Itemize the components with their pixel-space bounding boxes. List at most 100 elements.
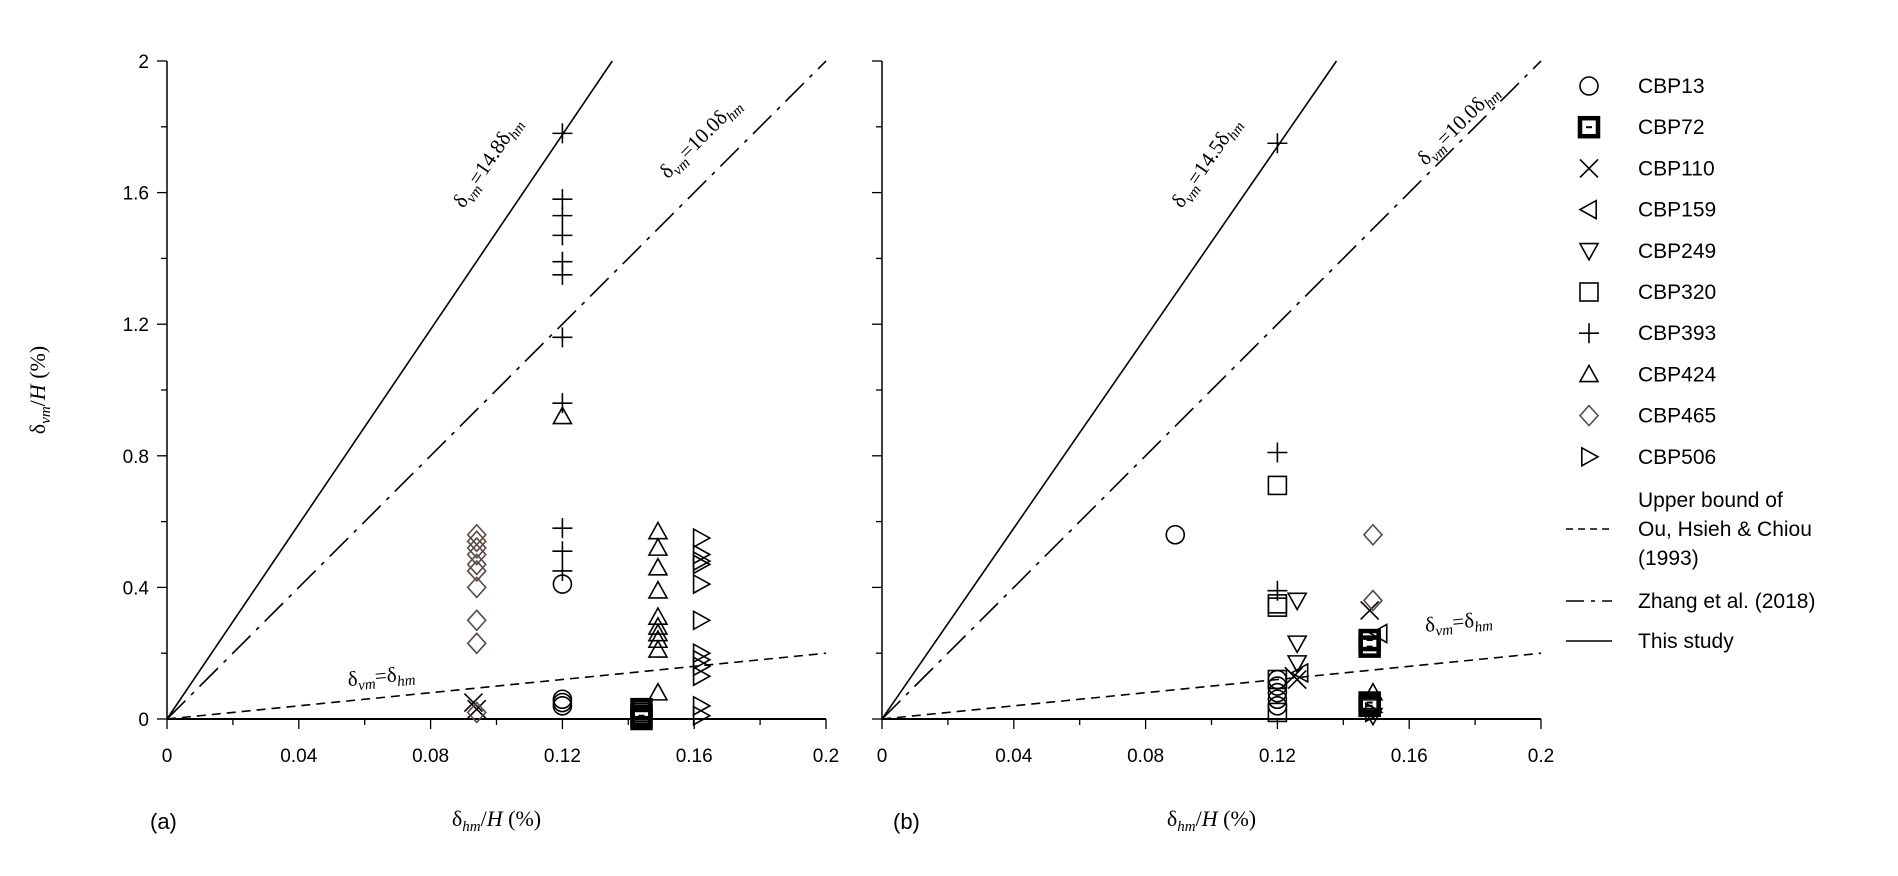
y-tick-label: 0.4 bbox=[123, 578, 150, 599]
x-tick-label: 0.04 bbox=[995, 746, 1032, 767]
x-tick-label: 0.08 bbox=[412, 746, 449, 767]
marker-cbp393 bbox=[552, 560, 573, 581]
marker-cbp13 bbox=[1165, 524, 1186, 545]
reference-line-label-upper-bound: δvm​=δhm​ bbox=[1424, 606, 1494, 641]
marker-cbp320 bbox=[1267, 702, 1288, 723]
legend-item-zhang: Zhang et al. (2018) bbox=[1566, 590, 1815, 613]
marker-cbp465 bbox=[466, 530, 487, 553]
marker-cbp506 bbox=[692, 665, 712, 687]
marker-cbp506 bbox=[692, 527, 712, 549]
y-tick-label: 1.2 bbox=[123, 315, 149, 336]
legend: CBP13 CBP72 CBP110 CBP159 CBP249 CBP320 CBP393… bbox=[1566, 75, 1815, 653]
marker-cbp506 bbox=[692, 695, 712, 717]
series-cbp465 bbox=[466, 523, 487, 724]
marker-cbp424 bbox=[647, 606, 669, 626]
reference-line-zhang bbox=[166, 60, 827, 720]
marker-cbp506 bbox=[692, 550, 712, 572]
marker-cbp13 bbox=[1267, 682, 1288, 703]
marker-cbp249 bbox=[1362, 707, 1384, 727]
series-cbp424 bbox=[552, 405, 669, 701]
marker-cbp320 bbox=[1267, 475, 1288, 496]
y-axis-title: δvm​/H (%) bbox=[25, 346, 54, 434]
legend-label: CBP506 bbox=[1638, 446, 1716, 469]
x-tick-label: 0.08 bbox=[1127, 746, 1164, 767]
marker-cbp424 bbox=[647, 639, 669, 658]
legend-label: CBP72 bbox=[1638, 116, 1705, 139]
series-cbp424 bbox=[1362, 682, 1384, 701]
marker-cbp393 bbox=[552, 518, 573, 539]
x-tick-label: 0.04 bbox=[280, 746, 317, 767]
marker-cbp506 bbox=[692, 705, 712, 727]
marker-cbp393 bbox=[1267, 580, 1288, 601]
legend-item-cbp506: CBP506 bbox=[1581, 446, 1716, 469]
marker-cbp393 bbox=[1579, 323, 1599, 344]
x-tick-label: 0.12 bbox=[1259, 746, 1296, 767]
panel-label: (a) bbox=[150, 809, 177, 834]
marker-cbp320 bbox=[631, 709, 652, 729]
legend-item-cbp249: CBP249 bbox=[1578, 240, 1716, 263]
marker-cbp465 bbox=[1362, 523, 1384, 546]
legend-item-cbp320: CBP320 bbox=[1579, 281, 1716, 304]
marker-cbp424 bbox=[1362, 682, 1384, 701]
marker-cbp159 bbox=[1368, 623, 1388, 644]
series-cbp110 bbox=[1284, 600, 1380, 690]
marker-cbp506 bbox=[1581, 446, 1600, 468]
panel-b: 0 0.04 0.08 0.12 0.16 0.2 δvm​=δhm​ δvm​=10.0δh… bbox=[872, 60, 1554, 835]
marker-cbp393 bbox=[552, 123, 573, 144]
marker-cbp424 bbox=[552, 405, 573, 425]
marker-cbp13 bbox=[552, 696, 573, 716]
marker-cbp506 bbox=[692, 573, 712, 595]
legend-item-this-study: This study bbox=[1566, 630, 1734, 653]
legend-label: CBP249 bbox=[1638, 240, 1716, 263]
marker-cbp465 bbox=[466, 576, 487, 599]
marker-cbp465 bbox=[466, 536, 487, 560]
reference-line-label-this-study: δvm​=14.8δhm​ bbox=[448, 112, 530, 214]
x-tick-label: 0.12 bbox=[544, 746, 581, 767]
marker-cbp249 bbox=[1286, 635, 1308, 654]
series-cbp506 bbox=[1364, 702, 1384, 723]
marker-cbp424 bbox=[647, 616, 669, 635]
marker-cbp465 bbox=[466, 523, 487, 546]
marker-cbp320 bbox=[1267, 669, 1288, 690]
y-tick-label: 0 bbox=[138, 710, 149, 731]
x-tick-label: 0.2 bbox=[1528, 746, 1554, 767]
marker-cbp465 bbox=[1578, 404, 1600, 427]
series-cbp465 bbox=[1362, 523, 1384, 612]
marker-cbp110 bbox=[1360, 600, 1380, 620]
reference-line-upper-bound bbox=[881, 652, 1542, 720]
marker-cbp424 bbox=[647, 580, 669, 599]
series-cbp72 bbox=[1358, 628, 1381, 718]
series-cbp393 bbox=[1267, 133, 1288, 601]
marker-cbp424 bbox=[1578, 363, 1600, 383]
legend-item-cbp424: CBP424 bbox=[1578, 363, 1717, 386]
reference-line-label-zhang: δvm​=10.0δhm​ bbox=[654, 92, 748, 186]
series-cbp110 bbox=[463, 692, 487, 719]
marker-cbp424 bbox=[647, 682, 669, 701]
reference-line-label-upper-bound: δvm​=δhm​ bbox=[346, 660, 416, 695]
marker-cbp465 bbox=[466, 632, 487, 655]
legend-item-cbp110: CBP110 bbox=[1579, 157, 1715, 180]
marker-cbp72 bbox=[1577, 115, 1601, 139]
legend-label: This study bbox=[1638, 630, 1734, 653]
marker-cbp393 bbox=[552, 327, 573, 348]
x-tick-label: 0.16 bbox=[1391, 746, 1428, 767]
marker-cbp424 bbox=[647, 520, 669, 540]
legend-label: CBP159 bbox=[1638, 199, 1716, 222]
x-tick-label: 0 bbox=[162, 746, 173, 767]
legend-label: Upper bound of bbox=[1638, 489, 1783, 512]
reference-line-label-zhang: δvm​=10.0δhm​ bbox=[1412, 79, 1506, 173]
reference-line-this-study bbox=[166, 60, 613, 720]
marker-cbp393 bbox=[552, 264, 573, 285]
marker-cbp506 bbox=[692, 554, 712, 575]
legend-label: CBP424 bbox=[1638, 363, 1717, 386]
legend-label: CBP465 bbox=[1638, 405, 1716, 428]
marker-cbp249 bbox=[1286, 655, 1308, 674]
marker-cbp393 bbox=[1267, 442, 1288, 463]
marker-cbp393 bbox=[552, 393, 573, 414]
marker-cbp393 bbox=[552, 541, 573, 562]
y-tick-label: 2 bbox=[138, 52, 149, 73]
x-tick-label: 0.2 bbox=[813, 746, 839, 767]
reference-line-this-study bbox=[881, 60, 1338, 720]
legend-item-cbp159: CBP159 bbox=[1578, 199, 1716, 222]
